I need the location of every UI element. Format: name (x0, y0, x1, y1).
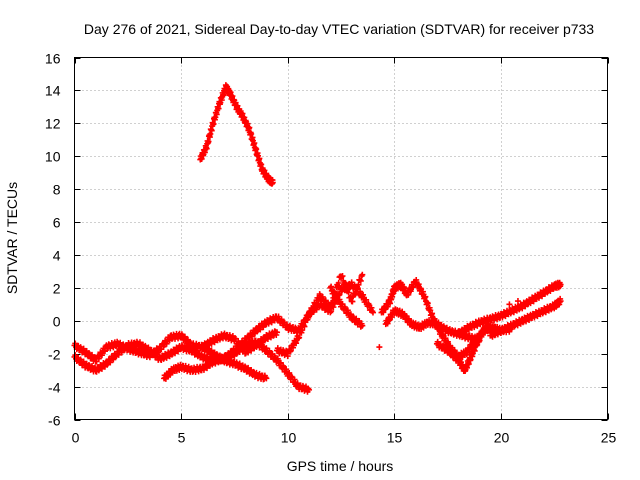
x-tick-label: 20 (494, 430, 510, 446)
y-tick-label: -6 (48, 413, 61, 429)
x-tick-label: 5 (178, 430, 186, 446)
y-tick-label: -2 (48, 347, 61, 363)
y-tick-label: 12 (45, 116, 61, 132)
data-point (210, 120, 217, 127)
data-point (352, 290, 359, 297)
y-tick-label: 10 (45, 149, 61, 165)
data-point (345, 289, 352, 296)
data-point (253, 146, 260, 153)
y-axis-label: SDTVAR / TECUs (4, 182, 20, 294)
data-point (359, 271, 366, 278)
data-point (329, 300, 336, 307)
x-tick-label: 10 (281, 430, 297, 446)
y-tick-label: 8 (53, 182, 61, 198)
x-tick-label: 0 (72, 430, 80, 446)
data-point (359, 322, 366, 329)
data-point (335, 280, 342, 286)
data-point (514, 298, 521, 305)
data-point (306, 386, 313, 393)
y-tick-labels: -6 -4 -2 0 2 4 6 8 10 12 14 16 (45, 51, 61, 429)
data-point (327, 305, 334, 312)
y-tick-label: -4 (48, 380, 61, 396)
chart-title: Day 276 of 2021, Sidereal Day-to-day VTE… (84, 21, 594, 37)
x-tick-labels: 0 5 10 15 20 25 (72, 430, 617, 446)
y-tick-label: 2 (53, 281, 61, 297)
series-track-l (487, 295, 564, 340)
y-tick-label: 0 (53, 314, 61, 330)
data-point (474, 341, 481, 348)
data-points (71, 82, 564, 395)
series-track-b (71, 337, 313, 395)
axis-ticks (74, 57, 609, 421)
series-track-f (327, 283, 366, 330)
data-point (369, 309, 376, 316)
y-tick-label: 4 (53, 248, 61, 264)
data-point (296, 334, 303, 341)
data-point (557, 298, 564, 305)
data-point (424, 300, 431, 307)
data-point (205, 138, 212, 145)
data-point (557, 281, 564, 288)
plot-frame (74, 57, 608, 420)
data-point (299, 327, 306, 334)
series-track-d (199, 342, 270, 383)
series-track-k (455, 279, 564, 338)
data-point (269, 179, 276, 186)
data-point (248, 130, 255, 137)
series-track-g (197, 82, 276, 187)
y-tick-label: 6 (53, 215, 61, 231)
data-point (349, 298, 356, 305)
data-point (274, 329, 281, 336)
y-tick-label: 16 (45, 51, 61, 67)
data-point (376, 344, 383, 351)
x-tick-label: 15 (387, 430, 403, 446)
series-track-j (433, 320, 492, 375)
series-track-e (274, 271, 366, 360)
data-point (258, 161, 265, 168)
series-track-c (161, 279, 376, 382)
y-tick-label: 14 (45, 83, 61, 99)
x-tick-label: 25 (601, 430, 617, 446)
data-point (263, 375, 270, 382)
data-point (506, 301, 513, 308)
grid (74, 57, 608, 420)
data-point (342, 280, 349, 287)
data-point (355, 281, 362, 288)
x-axis-label: GPS time / hours (287, 458, 394, 474)
series-outliers (376, 298, 521, 351)
data-point (304, 316, 311, 323)
